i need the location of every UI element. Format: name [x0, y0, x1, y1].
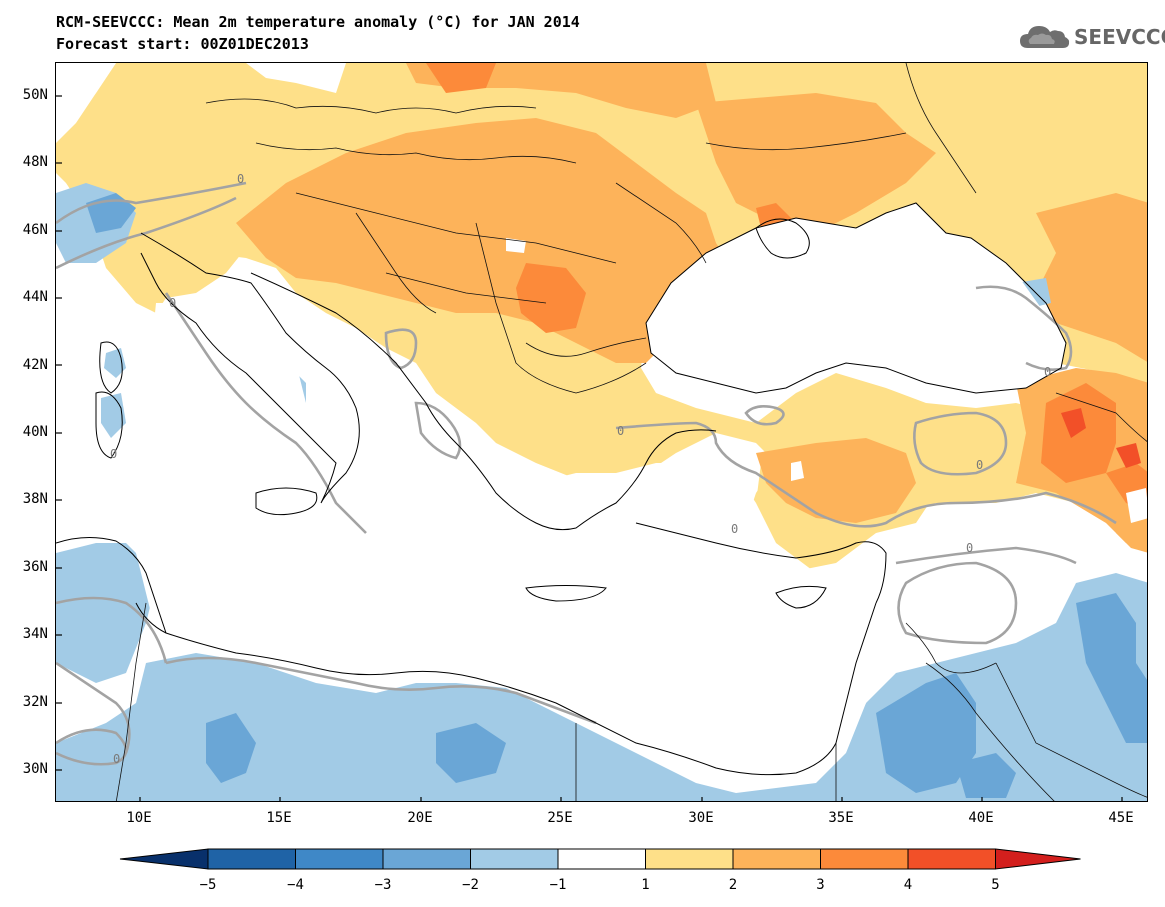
contour-label: 0	[731, 522, 738, 536]
latitude-label: 38N	[22, 491, 48, 507]
map-canvas: 0 0 0 0 0 0 0 0 0	[56, 63, 1147, 801]
colorbar-segment	[995, 848, 1081, 870]
contour-labels: 0 0 0 0 0 0 0 0 0	[110, 172, 1051, 766]
colorbar-label: −5	[199, 877, 217, 893]
zero-contours	[56, 181, 1117, 766]
longitude-label: 40E	[968, 810, 994, 826]
neutral-patches	[56, 63, 1147, 788]
colorbar-segment	[557, 848, 646, 870]
forecast-start-label: Forecast start: 00Z01DEC2013	[56, 35, 309, 53]
latitude-label: 42N	[22, 357, 48, 373]
colorbar-label: 1	[641, 877, 650, 893]
seevccc-logo: SEEVCCC	[1018, 22, 1165, 52]
contour-label: 0	[1044, 365, 1051, 379]
colorbar-label: −3	[374, 877, 392, 893]
colorbar-label: −2	[462, 877, 479, 893]
map-title: RCM-SEEVCCC: Mean 2m temperature anomaly…	[56, 13, 580, 31]
cloud-icon	[1020, 26, 1070, 48]
latitude-label: 44N	[22, 289, 48, 305]
colorbar	[119, 848, 1081, 870]
colorbar-segment	[470, 848, 559, 870]
latitude-label: 34N	[22, 626, 48, 642]
latitude-label: 50N	[22, 87, 48, 103]
colorbar-label: −1	[549, 877, 567, 893]
latitude-label: 32N	[22, 694, 48, 710]
longitude-label: 45E	[1108, 810, 1134, 826]
latitude-label: 36N	[22, 559, 48, 575]
contour-label: 0	[976, 458, 983, 472]
colorbar-segment	[820, 848, 909, 870]
latitude-label: 40N	[22, 424, 48, 440]
logo-text: SEEVCCC	[1074, 25, 1165, 49]
colorbar-label: 3	[816, 877, 825, 893]
colorbar-label: −4	[287, 877, 304, 893]
longitude-label: 15E	[266, 810, 292, 826]
colorbar-segment	[645, 848, 734, 870]
colorbar-label: 5	[991, 877, 1000, 893]
contour-label: 0	[617, 424, 624, 438]
frame-ticks	[56, 95, 1123, 801]
anomaly-minus2to3-region	[86, 193, 1147, 798]
contour-label: 0	[169, 296, 176, 310]
sea-areas	[646, 203, 1066, 393]
colorbar-segment	[907, 848, 996, 870]
colorbar-segment	[207, 848, 296, 870]
longitude-label: 10E	[126, 810, 152, 826]
anomaly-map: 0 0 0 0 0 0 0 0 0	[55, 62, 1148, 802]
latitude-label: 30N	[22, 761, 48, 777]
contour-label: 0	[110, 447, 117, 461]
contour-label: 0	[113, 752, 120, 766]
contour-label: 0	[237, 172, 244, 186]
coastlines	[56, 202, 1067, 776]
colorbar-label: 4	[903, 877, 913, 893]
longitude-label: 30E	[688, 810, 714, 826]
country-borders	[115, 63, 1147, 801]
longitude-label: 35E	[828, 810, 854, 826]
colorbar-segment	[382, 848, 471, 870]
colorbar-label: 2	[728, 877, 738, 893]
latitude-label: 48N	[22, 154, 48, 170]
latitude-label: 46N	[22, 222, 48, 238]
longitude-label: 25E	[547, 810, 573, 826]
colorbar-segment	[119, 848, 209, 870]
longitude-label: 20E	[407, 810, 433, 826]
colorbar-segment	[295, 848, 384, 870]
contour-label: 0	[966, 541, 973, 555]
colorbar-segment	[732, 848, 821, 870]
